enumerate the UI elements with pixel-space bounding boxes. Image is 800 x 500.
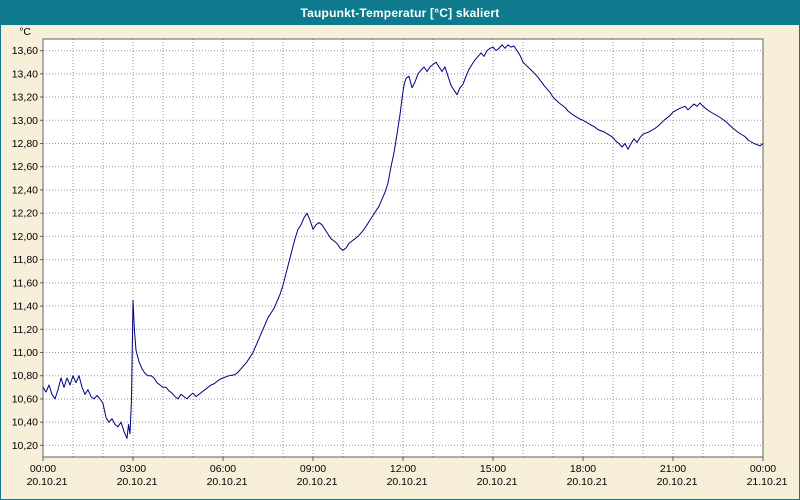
y-tick-label: 13,40 <box>12 68 38 80</box>
x-tick-time-label: 09:00 <box>300 463 326 475</box>
x-tick-date-label: 20.10.21 <box>657 476 698 488</box>
dewpoint-line-chart: 13,60 13,40 13,20 13,00 12,80 12,60 12,40 12,20… <box>12 26 788 488</box>
x-tick-time-label: 00:00 <box>30 463 56 475</box>
y-tick-label: 11,40 <box>13 301 39 313</box>
y-tick-label: 12,20 <box>12 208 38 220</box>
y-tick-label: 10,80 <box>12 370 38 382</box>
x-tick-date-label: 20.10.21 <box>297 476 338 488</box>
y-tick-label: 11,80 <box>13 254 39 266</box>
x-tick-date-label: 20.10.21 <box>567 476 608 488</box>
y-axis-unit-label: °C <box>19 26 31 38</box>
x-tick-date-label: 20.10.21 <box>27 476 68 488</box>
y-tick-label: 13,60 <box>12 45 38 57</box>
x-tick-time-label: 15:00 <box>480 463 506 475</box>
y-tick-label: 11,00 <box>13 347 39 359</box>
y-tick-label: 12,80 <box>12 138 38 150</box>
x-tick-time-label: 06:00 <box>210 463 236 475</box>
x-tick-date-label: 20.10.21 <box>207 476 248 488</box>
y-tick-label: 13,20 <box>12 92 38 104</box>
x-tick-time-label: 03:00 <box>120 463 146 475</box>
x-tick-time-label: 18:00 <box>570 463 596 475</box>
y-tick-label: 11,60 <box>13 277 39 289</box>
y-tick-label: 12,40 <box>12 184 38 196</box>
chart-area: 13,60 13,40 13,20 13,00 12,80 12,60 12,40 12,20… <box>1 25 799 499</box>
y-tick-label: 11,20 <box>13 324 39 336</box>
x-tick-date-label: 20.10.21 <box>387 476 428 488</box>
y-tick-label: 10,20 <box>12 440 38 452</box>
y-tick-label: 10,40 <box>12 417 38 429</box>
x-tick-date-label: 20.10.21 <box>117 476 158 488</box>
dewpoint-series-line <box>42 44 764 439</box>
plot-background <box>43 39 763 457</box>
y-tick-label: 13,00 <box>12 115 38 127</box>
x-tick-date-label: 21.10.21 <box>747 476 788 488</box>
y-tick-label: 10,60 <box>12 393 38 405</box>
x-tick-time-label: 21:00 <box>660 463 686 475</box>
y-tick-label: 12,60 <box>12 161 38 173</box>
x-tick-date-label: 20.10.21 <box>477 476 518 488</box>
x-tick-time-label: 12:00 <box>390 463 416 475</box>
chart-title-bar: Taupunkt-Temperatur [°C] skaliert <box>1 1 799 25</box>
y-tick-label: 12,00 <box>12 231 38 243</box>
x-tick-time-label: 00:00 <box>750 463 776 475</box>
plot-border <box>42 38 764 458</box>
